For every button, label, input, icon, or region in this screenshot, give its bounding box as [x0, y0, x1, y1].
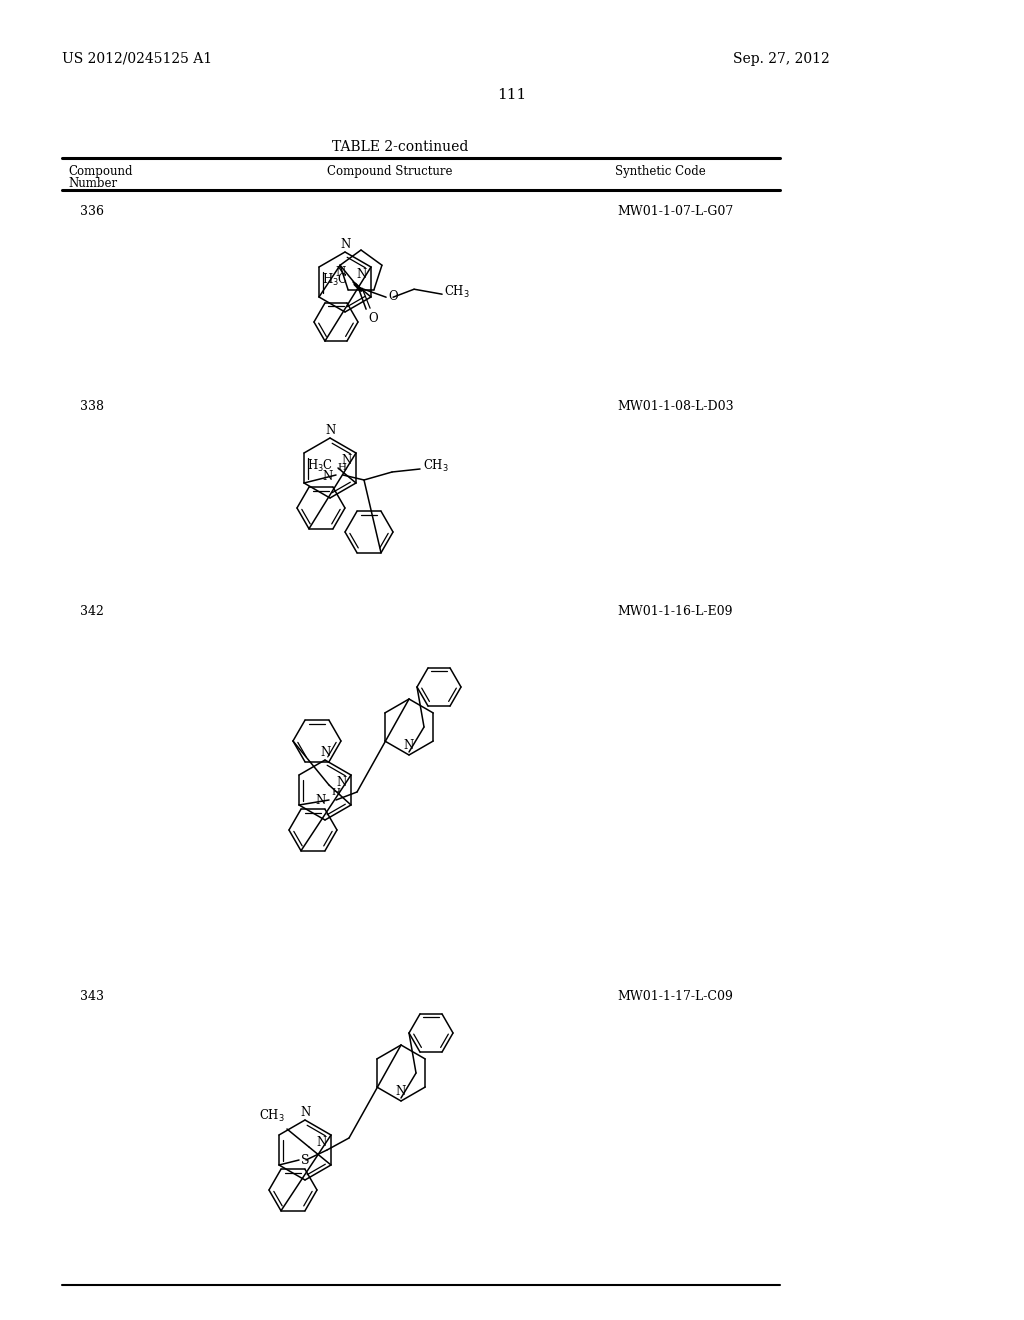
Text: Synthetic Code: Synthetic Code — [615, 165, 706, 178]
Text: Sep. 27, 2012: Sep. 27, 2012 — [733, 51, 830, 66]
Text: H: H — [337, 463, 346, 473]
Text: MW01-1-07-L-G07: MW01-1-07-L-G07 — [617, 205, 733, 218]
Text: N: N — [337, 776, 347, 789]
Text: 111: 111 — [498, 88, 526, 102]
Text: MW01-1-16-L-E09: MW01-1-16-L-E09 — [617, 605, 732, 618]
Text: N: N — [323, 470, 333, 483]
Text: CH$_3$: CH$_3$ — [423, 458, 449, 474]
Text: 338: 338 — [80, 400, 104, 413]
Text: N: N — [321, 746, 331, 759]
Text: 342: 342 — [80, 605, 103, 618]
Text: N: N — [356, 268, 367, 281]
Text: O: O — [388, 289, 397, 302]
Text: N: N — [335, 267, 345, 280]
Text: O: O — [368, 313, 378, 325]
Text: US 2012/0245125 A1: US 2012/0245125 A1 — [62, 51, 212, 66]
Text: Compound Structure: Compound Structure — [328, 165, 453, 178]
Text: H$_3$C: H$_3$C — [322, 272, 348, 288]
Text: H: H — [331, 788, 340, 797]
Text: Compound: Compound — [68, 165, 132, 178]
Text: N: N — [341, 238, 351, 251]
Text: CH$_3$: CH$_3$ — [444, 284, 470, 300]
Text: Number: Number — [68, 177, 117, 190]
Text: 343: 343 — [80, 990, 104, 1003]
Text: N: N — [315, 795, 326, 808]
Text: CH$_3$: CH$_3$ — [259, 1107, 285, 1125]
Text: N: N — [326, 424, 336, 437]
Text: 336: 336 — [80, 205, 104, 218]
Text: S: S — [301, 1155, 309, 1167]
Text: TABLE 2-continued: TABLE 2-continued — [332, 140, 468, 154]
Text: N: N — [342, 454, 352, 467]
Text: MW01-1-08-L-D03: MW01-1-08-L-D03 — [617, 400, 733, 413]
Text: N: N — [316, 1137, 327, 1148]
Text: N: N — [396, 1085, 407, 1098]
Text: H$_3$C: H$_3$C — [307, 458, 333, 474]
Text: MW01-1-17-L-C09: MW01-1-17-L-C09 — [617, 990, 733, 1003]
Text: N: N — [301, 1106, 311, 1119]
Text: N: N — [403, 739, 414, 752]
